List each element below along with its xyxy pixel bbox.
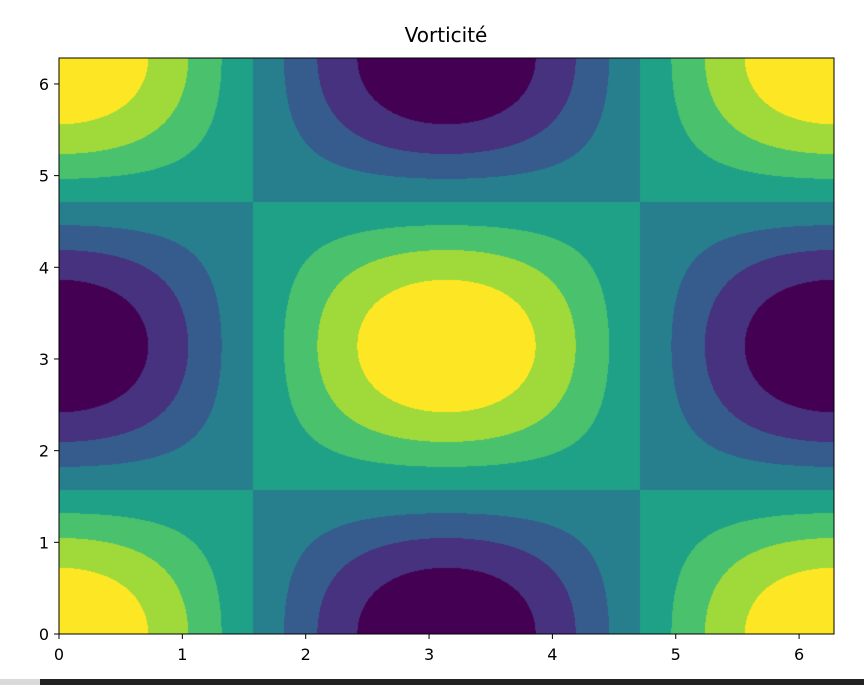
y-axis: 0 1 2 3 4 5 6 xyxy=(39,75,59,644)
window-bottom-edge-gap xyxy=(0,679,40,685)
x-tick-label: 4 xyxy=(547,645,557,664)
y-tick-label: 5 xyxy=(39,167,49,186)
x-tick-label: 3 xyxy=(424,645,434,664)
y-tick-label: 3 xyxy=(39,350,49,369)
x-tick-label: 6 xyxy=(794,645,804,664)
y-tick-label: 0 xyxy=(39,625,49,644)
x-axis: 0 1 2 3 4 5 6 xyxy=(54,634,804,664)
y-tick-label: 1 xyxy=(39,533,49,552)
contour-fill xyxy=(59,58,834,634)
x-tick-label: 2 xyxy=(301,645,311,664)
plot-area xyxy=(58,57,835,635)
x-tick-label: 0 xyxy=(54,645,64,664)
y-tick-label: 2 xyxy=(39,442,49,461)
y-tick-label: 6 xyxy=(39,75,49,94)
window-bottom-edge xyxy=(0,679,864,685)
y-tick-label: 4 xyxy=(39,258,49,277)
x-tick-label: 5 xyxy=(671,645,681,664)
chart-title: Vorticité xyxy=(405,23,488,47)
plot-frame xyxy=(58,57,835,635)
x-tick-label: 1 xyxy=(177,645,187,664)
